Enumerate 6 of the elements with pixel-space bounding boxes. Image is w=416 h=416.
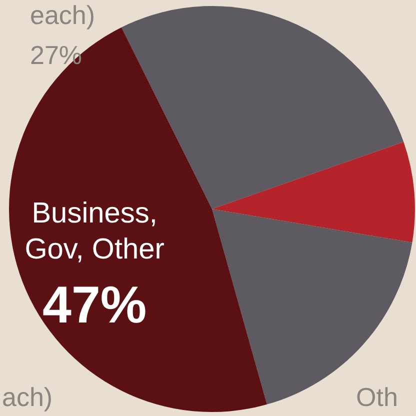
slice-label: Business, Gov, Other — [24, 197, 165, 266]
text: ach) — [2, 382, 53, 412]
text: each) — [30, 0, 96, 30]
data-label: 47% — [42, 276, 147, 335]
text: 27% — [30, 40, 82, 70]
text: Oth — [356, 382, 398, 412]
